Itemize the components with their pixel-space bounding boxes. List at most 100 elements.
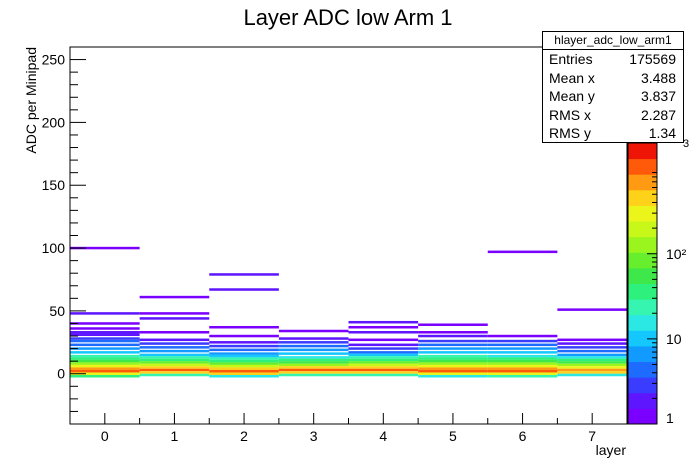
heatmap-cell — [70, 362, 140, 365]
stats-row-mean-x: Mean x 3.488 — [543, 69, 683, 88]
heatmap-cell — [418, 331, 488, 334]
heatmap-cell — [348, 343, 419, 347]
heatmap-cell — [209, 341, 279, 344]
heatmap-cell — [139, 371, 210, 374]
stats-row-mean-y: Mean y 3.837 — [543, 87, 683, 106]
heatmap-cell — [348, 371, 419, 374]
heatmap-cell — [209, 352, 279, 355]
heatmap-cell — [139, 295, 210, 299]
stats-label: RMS y — [549, 125, 591, 141]
heatmap-cell — [278, 366, 349, 369]
heatmap-cell — [70, 312, 140, 315]
heatmap-cell — [70, 357, 140, 360]
heatmap-cell — [487, 354, 558, 358]
heatmap-cell — [209, 359, 279, 363]
heatmap-cell — [209, 374, 279, 378]
heatmap-cell — [418, 351, 488, 354]
heatmap-cell — [70, 374, 140, 378]
heatmap-cell — [209, 364, 279, 368]
heatmap-cell — [557, 349, 628, 353]
heatmap-cell — [418, 347, 488, 350]
heatmap-cell — [209, 372, 279, 375]
stats-label: RMS x — [549, 106, 591, 123]
heatmap-cell — [418, 364, 488, 368]
heatmap-cell — [487, 362, 558, 365]
heatmap-cell — [70, 246, 140, 250]
heatmap-cell — [139, 361, 210, 364]
heatmap-cell — [487, 369, 558, 373]
heatmap-cell — [278, 373, 349, 377]
heatmap-cell — [487, 374, 558, 378]
heatmap-cell — [139, 331, 210, 334]
heatmap-cell — [348, 373, 419, 377]
palette-band — [628, 408, 657, 425]
heatmap-cell — [418, 374, 488, 378]
heatmap-cell — [348, 331, 419, 334]
stats-value: 175569 — [629, 51, 676, 67]
palette-tick-label: 10² — [666, 246, 687, 262]
heatmap-cell — [418, 369, 488, 373]
heatmap-cell — [487, 357, 558, 360]
heatmap-cell — [557, 368, 628, 372]
heatmap-cell — [418, 362, 488, 365]
y-tick-label: 250 — [42, 52, 66, 68]
heatmap-cell — [557, 342, 628, 345]
heatmap-cell — [557, 308, 628, 311]
heatmap-cell — [278, 371, 349, 374]
stats-value: 1.34 — [648, 125, 676, 141]
heatmap-cell — [139, 373, 210, 377]
heatmap-cell — [557, 361, 628, 364]
heatmap-cell — [487, 364, 558, 368]
palette-band — [628, 377, 657, 394]
heatmap-cell — [278, 368, 349, 372]
heatmap-cell — [418, 367, 488, 370]
heatmap-cell — [348, 338, 419, 342]
stats-row-rms-y: RMS y 1.34 — [543, 124, 683, 143]
y-tick-label: 50 — [49, 303, 65, 319]
heatmap-cell — [209, 367, 279, 370]
palette-band — [628, 252, 657, 269]
palette-band — [628, 314, 657, 331]
heatmap-cell — [139, 363, 210, 367]
heatmap-cell — [418, 359, 488, 363]
palette-band — [628, 330, 657, 347]
heatmap-cell — [70, 343, 140, 347]
heatmap-cell — [278, 344, 349, 348]
heatmap-cell — [487, 372, 558, 375]
heatmap-cell — [278, 352, 349, 355]
heatmap-cell — [487, 351, 558, 354]
heatmap-cell — [70, 369, 140, 373]
heatmap-cell — [487, 334, 558, 338]
stats-row-entries: Entries 175569 — [543, 50, 683, 69]
stats-value: 3.837 — [640, 88, 676, 104]
x-tick-label: 1 — [171, 428, 179, 444]
heatmap-cell — [348, 325, 419, 329]
heatmap-cell — [348, 358, 419, 362]
y-tick-label: 150 — [42, 177, 66, 193]
heatmap-cell — [348, 347, 419, 350]
heatmap-cell — [209, 325, 279, 329]
axes-layer: 0 1 2 3 4 5 6 7 0 50 100 150 200 250 — [42, 46, 628, 444]
color-palette — [628, 143, 657, 425]
heatmap-cell — [139, 342, 210, 345]
heatmap-cell — [418, 323, 488, 326]
y-tick-label: 0 — [57, 366, 65, 382]
heatmap-cell — [348, 368, 419, 372]
stats-label: Mean y — [549, 88, 595, 104]
heatmap-cell — [70, 337, 140, 340]
heatmap-cell — [139, 346, 210, 349]
heatmap-cell — [139, 366, 210, 369]
heatmap-cell — [70, 364, 140, 368]
heatmap-cell — [209, 357, 279, 360]
heatmap-cell — [70, 354, 140, 358]
heatmap-cell — [418, 372, 488, 375]
heatmap-cell — [418, 339, 488, 343]
heatmap-cell — [70, 327, 140, 330]
heatmap-cell — [487, 339, 558, 343]
heatmap-cell — [278, 337, 349, 340]
heatmap-cell — [209, 344, 279, 348]
palette-band — [628, 267, 657, 284]
heatmap-cell — [348, 363, 419, 367]
palette-tick-label: 1 — [666, 410, 674, 426]
palette-band — [628, 205, 657, 222]
